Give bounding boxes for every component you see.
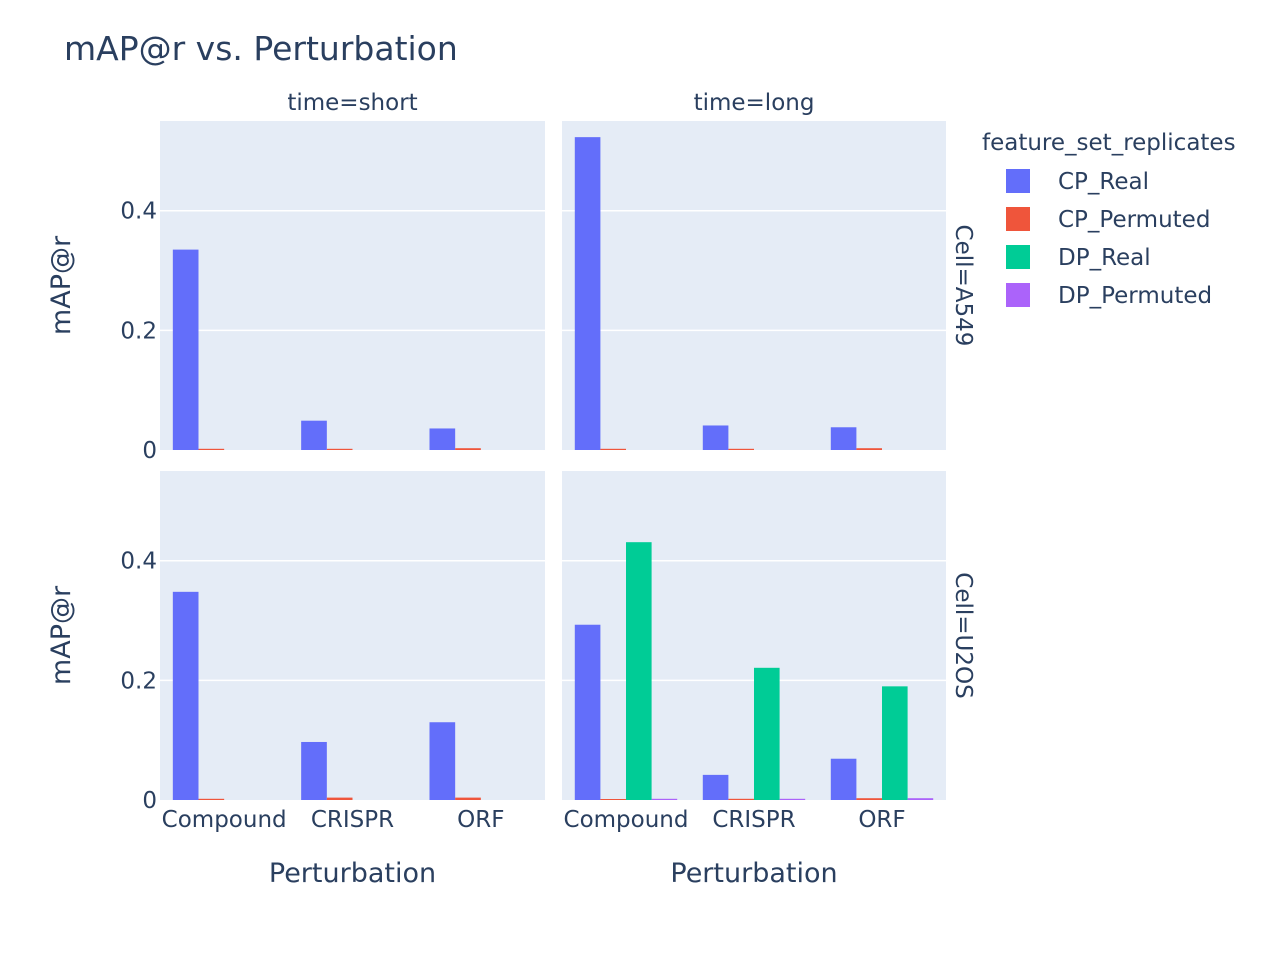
legend-swatch [1006, 207, 1030, 231]
facet-panel: 0 0.2 0.4 time=short [120, 90, 545, 464]
x-tick-label: CRISPR [311, 807, 394, 833]
bar [754, 667, 780, 800]
bar [856, 798, 882, 800]
bar [882, 686, 908, 800]
bar [455, 797, 481, 800]
bar [429, 428, 456, 450]
y-tick-label: 0 [142, 438, 157, 464]
legend-label: CP_Permuted [1058, 207, 1210, 233]
plot-area [562, 121, 946, 450]
bar [728, 798, 754, 800]
y-tick-label: 0.2 [120, 668, 157, 694]
x-tick-label: Compound [162, 807, 287, 833]
bar [856, 448, 882, 450]
bar [574, 624, 601, 800]
row-facet-label: Cell=A549 [950, 225, 976, 347]
x-axis-title: Perturbation [269, 858, 436, 889]
bar [907, 798, 934, 800]
x-tick-label: ORF [457, 807, 504, 833]
bar [172, 591, 199, 800]
bar [198, 798, 225, 800]
bar [198, 448, 225, 450]
legend-swatch [1006, 245, 1030, 269]
bar [702, 774, 729, 800]
y-tick-label: 0.4 [120, 199, 157, 225]
legend-swatch [1006, 169, 1030, 193]
bar [301, 420, 327, 450]
bar [728, 448, 754, 450]
facet-panel: Compound CRISPR ORF Cell=U2OS [562, 471, 976, 833]
y-axis-title: mAP@r [46, 235, 77, 335]
bar [779, 798, 806, 800]
legend-label: DP_Permuted [1058, 283, 1212, 309]
facet-panel: time=long Cell=A549 [562, 90, 976, 450]
bar [626, 542, 652, 800]
plot-area [160, 471, 545, 800]
chart-title: mAP@r vs. Perturbation [64, 29, 458, 68]
legend-item: DP_Real [1006, 245, 1151, 271]
row-facet-label: Cell=U2OS [950, 572, 976, 698]
legend-item: CP_Permuted [1006, 207, 1210, 233]
bar [326, 797, 353, 800]
bar [574, 137, 601, 450]
x-tick-label: CRISPR [712, 807, 795, 833]
legend-swatch [1006, 283, 1030, 307]
plot-area [160, 121, 545, 450]
bar [600, 448, 626, 450]
legend-item: DP_Permuted [1006, 283, 1212, 309]
bar [830, 758, 857, 800]
bar [455, 448, 481, 450]
legend-item: CP_Real [1006, 169, 1149, 195]
bar [301, 741, 327, 800]
column-facet-label: time=long [694, 90, 815, 116]
bar [172, 249, 199, 450]
y-tick-label: 0.4 [120, 549, 157, 575]
y-axis-title: mAP@r [46, 585, 77, 685]
facet-panel: 0 0.2 0.4 Compound CRISPR ORF [120, 471, 545, 833]
x-tick-label: ORF [858, 807, 905, 833]
column-facet-label: time=short [287, 90, 417, 116]
bar [429, 722, 456, 800]
legend-title: feature_set_replicates [982, 130, 1236, 156]
legend: feature_set_replicates CP_Real CP_Permute… [982, 130, 1236, 309]
bar [702, 425, 729, 450]
legend-label: DP_Real [1058, 245, 1151, 271]
y-tick-label: 0.2 [120, 318, 157, 344]
x-tick-label: Compound [564, 807, 689, 833]
bar [830, 427, 857, 450]
bar [326, 448, 353, 450]
bar [651, 798, 678, 800]
x-axis-title: Perturbation [670, 858, 837, 889]
y-tick-label: 0 [142, 788, 157, 814]
bar [600, 799, 626, 800]
legend-label: CP_Real [1058, 169, 1149, 195]
